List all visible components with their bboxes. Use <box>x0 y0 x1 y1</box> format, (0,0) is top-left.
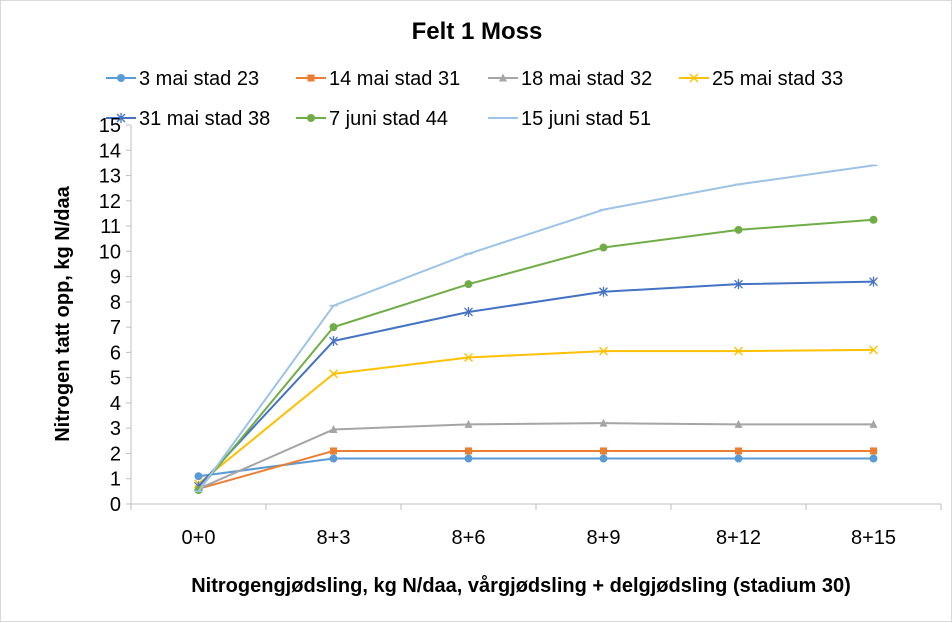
data-point <box>599 286 608 297</box>
x-axis: 0+0 8+3 8+6 8+9 8+12 8+15 <box>130 503 942 549</box>
y-tick-label: 12 <box>99 191 121 213</box>
data-point <box>600 447 607 455</box>
legend-label: 3 mai stad 23 <box>139 68 259 90</box>
data-point <box>307 114 315 122</box>
data-point <box>734 225 743 234</box>
data-point <box>329 424 338 433</box>
x-tick-label: 0+0 <box>182 527 216 549</box>
data-point <box>869 215 878 224</box>
y-tick-label: 6 <box>110 342 121 364</box>
data-point <box>330 447 337 455</box>
data-point <box>869 419 878 428</box>
data-point <box>870 447 877 455</box>
y-tick-label: 13 <box>99 166 121 188</box>
data-point <box>464 280 473 289</box>
legend-item: 25 mai stad 33 <box>679 68 843 90</box>
data-point <box>735 447 742 455</box>
data-point <box>734 454 743 463</box>
plot-area <box>194 164 878 495</box>
x-tick-label: 8+12 <box>716 527 761 549</box>
chart-title: Felt 1 Moss <box>412 18 543 45</box>
x-tick-label: 8+6 <box>452 527 486 549</box>
x-tick-label: 8+15 <box>851 527 896 549</box>
series-line <box>197 164 874 492</box>
data-point <box>499 73 507 82</box>
data-point <box>464 419 473 428</box>
series-group <box>194 454 878 481</box>
series-group <box>195 447 877 493</box>
data-point <box>329 323 338 332</box>
series-line <box>197 348 874 485</box>
series-line <box>197 218 874 491</box>
x-axis-title: Nitrogengjødsling, kg N/daa, vårgjødslin… <box>191 574 851 597</box>
legend-label: 14 mai stad 31 <box>329 68 460 90</box>
y-tick-label: 4 <box>110 393 121 415</box>
legend-item: 18 mai stad 32 <box>488 68 652 90</box>
legend-item: 15 juni stad 51 <box>488 108 651 130</box>
legend-label: 31 mai stad 38 <box>139 108 270 130</box>
data-point <box>734 419 743 428</box>
data-point <box>307 74 315 82</box>
legend: 3 mai stad 23 14 mai stad 31 18 mai stad 3… <box>106 68 843 130</box>
data-point <box>464 454 473 463</box>
series-line <box>197 280 874 487</box>
x-tick-label: 8+9 <box>587 527 621 549</box>
y-tick-label: 10 <box>99 241 121 263</box>
data-point <box>734 279 743 290</box>
y-tick-label: 11 <box>100 216 121 238</box>
data-point <box>599 243 608 252</box>
series-group <box>194 345 878 489</box>
data-point <box>117 74 125 82</box>
series-line <box>198 422 874 490</box>
series-group <box>194 418 878 493</box>
y-tick-label: 15 <box>99 115 121 137</box>
legend-label: 18 mai stad 32 <box>521 68 652 90</box>
data-point <box>599 454 608 463</box>
legend-label: 15 juni stad 51 <box>521 108 651 130</box>
data-point <box>599 346 608 356</box>
legend-item: 31 mai stad 38 <box>106 108 270 130</box>
y-tick-label: 5 <box>110 368 121 390</box>
data-point <box>329 454 338 463</box>
y-tick-label: 3 <box>110 418 121 440</box>
series-group <box>194 164 878 493</box>
y-tick-label: 14 <box>99 140 121 162</box>
series-group <box>194 276 878 492</box>
x-tick-label: 8+3 <box>317 527 351 549</box>
data-point <box>465 447 472 455</box>
legend-item: 3 mai stad 23 <box>106 68 259 90</box>
legend-label: 7 juni stad 44 <box>329 108 448 130</box>
data-point <box>869 345 878 355</box>
y-tick-label: 1 <box>110 469 121 491</box>
y-tick-label: 8 <box>110 292 121 314</box>
y-tick-label: 7 <box>110 317 121 339</box>
data-point <box>869 454 878 463</box>
data-point <box>329 369 338 379</box>
series-group <box>194 215 878 495</box>
data-point <box>194 472 203 481</box>
data-point <box>116 113 126 123</box>
data-point <box>464 352 473 362</box>
y-tick-label: 9 <box>110 267 121 289</box>
legend-item: 7 juni stad 44 <box>296 108 448 130</box>
data-point <box>734 346 743 356</box>
series-line <box>198 457 874 478</box>
data-point <box>689 73 699 83</box>
y-tick-label: 2 <box>110 443 121 465</box>
y-tick-label: 0 <box>110 494 121 516</box>
legend-item: 14 mai stad 31 <box>296 68 460 90</box>
data-point <box>599 418 608 427</box>
legend-label: 25 mai stad 33 <box>712 68 843 90</box>
data-point <box>869 276 878 287</box>
data-point <box>464 306 473 317</box>
y-axis-title: Nitrogen tatt opp, kg N/daa <box>52 185 74 441</box>
series-line <box>198 449 874 490</box>
data-point <box>329 336 338 347</box>
